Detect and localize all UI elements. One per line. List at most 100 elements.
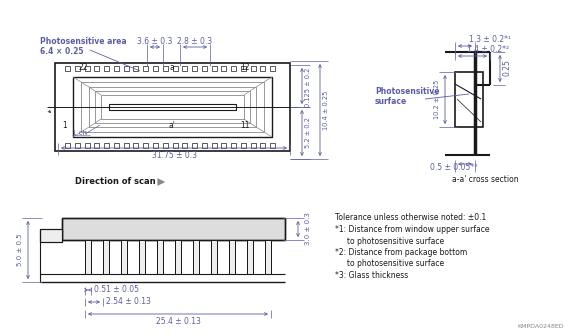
Bar [114,66,119,71]
Text: 31.75 ± 0.3: 31.75 ± 0.3 [152,152,196,161]
Bar [143,66,148,71]
Bar [104,66,109,71]
Bar [65,143,70,148]
Bar [193,240,199,274]
Bar [261,143,265,148]
Bar [175,240,181,274]
Bar [104,143,109,148]
Bar [211,240,217,274]
Bar [241,143,246,148]
Text: 5.2 ± 0.2: 5.2 ± 0.2 [305,118,311,149]
Bar [211,240,217,274]
Bar [192,143,197,148]
Bar [94,143,99,148]
Bar [265,240,271,274]
Text: a': a' [169,122,176,130]
Bar [103,240,109,274]
Bar [121,240,127,274]
Bar [75,143,80,148]
Bar [222,66,226,71]
Text: 5.0 ± 0.5: 5.0 ± 0.5 [17,234,23,266]
Bar [75,66,80,71]
Bar [183,143,187,148]
Text: 1.3 ± 0.2*¹: 1.3 ± 0.2*¹ [469,36,511,44]
Bar [101,95,244,119]
Bar [121,240,127,274]
Bar [229,240,235,274]
Bar [40,229,62,242]
Bar [143,143,148,148]
Text: 6.4 × 0.25: 6.4 × 0.25 [40,46,83,55]
Text: 22: 22 [78,62,88,72]
Bar [229,240,235,274]
Bar [192,66,197,71]
Text: 0.51 ± 0.05: 0.51 ± 0.05 [94,286,139,294]
Bar [231,143,236,148]
Bar [114,143,119,148]
Bar [123,143,129,148]
Text: 1: 1 [63,122,67,130]
Bar [153,143,158,148]
Bar [109,104,236,110]
Bar [89,87,256,127]
Text: to photosensitive surface: to photosensitive surface [335,237,444,246]
Bar [139,240,145,274]
Bar [162,66,168,71]
Text: to photosensitive surface: to photosensitive surface [335,259,444,268]
Text: *2: Distance from package bottom: *2: Distance from package bottom [335,248,467,257]
Text: 0.5 ± 0.05*³: 0.5 ± 0.05*³ [430,164,477,172]
Text: 0.25: 0.25 [502,59,511,76]
Text: 10.2 ± 0.25: 10.2 ± 0.25 [434,79,440,119]
Text: KMPDA0248ED: KMPDA0248ED [517,324,564,329]
Bar [55,63,290,151]
Bar [62,218,285,240]
Bar [455,72,483,127]
Bar [94,66,99,71]
Bar [222,143,226,148]
Bar [270,143,275,148]
Text: 3.6 ± 0.3: 3.6 ± 0.3 [137,37,173,45]
Text: Photosensitive: Photosensitive [375,87,440,96]
Bar [261,66,265,71]
Text: 25.4 ± 0.13: 25.4 ± 0.13 [156,317,200,326]
Bar [247,240,253,274]
Bar [265,240,271,274]
Text: 1.4 ± 0.2*²: 1.4 ± 0.2*² [467,45,509,54]
Bar [84,66,90,71]
Bar [175,240,181,274]
Bar [157,240,163,274]
Text: Direction of scan: Direction of scan [75,177,156,186]
Bar [247,240,253,274]
Bar [85,240,91,274]
Text: Tolerance unless otherwise noted: ±0.1: Tolerance unless otherwise noted: ±0.1 [335,213,486,222]
Bar [123,66,129,71]
Bar [62,218,285,240]
Bar [157,240,163,274]
Bar [81,82,264,132]
Bar [212,143,216,148]
Bar [133,66,138,71]
Bar [133,143,138,148]
Text: 0.125 ± 0.2: 0.125 ± 0.2 [305,67,311,107]
Text: *1: Distance from window upper surface: *1: Distance from window upper surface [335,225,490,234]
Bar [270,66,275,71]
Bar [202,66,207,71]
Bar [85,240,91,274]
Text: 11: 11 [241,122,250,130]
Bar [193,240,199,274]
Bar [241,66,246,71]
Text: a-a' cross section: a-a' cross section [452,175,518,184]
Bar [173,143,177,148]
Text: Photosensitive area: Photosensitive area [40,38,127,46]
Bar [103,240,109,274]
Bar [153,66,158,71]
Text: 3.0 ± 0.3: 3.0 ± 0.3 [305,213,311,245]
Bar [202,143,207,148]
Text: 12: 12 [241,62,250,72]
Text: 1 ch: 1 ch [72,130,87,136]
Text: *3: Glass thickness: *3: Glass thickness [335,271,408,280]
Text: 2.8 ± 0.3: 2.8 ± 0.3 [177,37,212,45]
Bar [162,143,168,148]
Text: 2.54 ± 0.13: 2.54 ± 0.13 [106,297,151,306]
Bar [251,143,255,148]
